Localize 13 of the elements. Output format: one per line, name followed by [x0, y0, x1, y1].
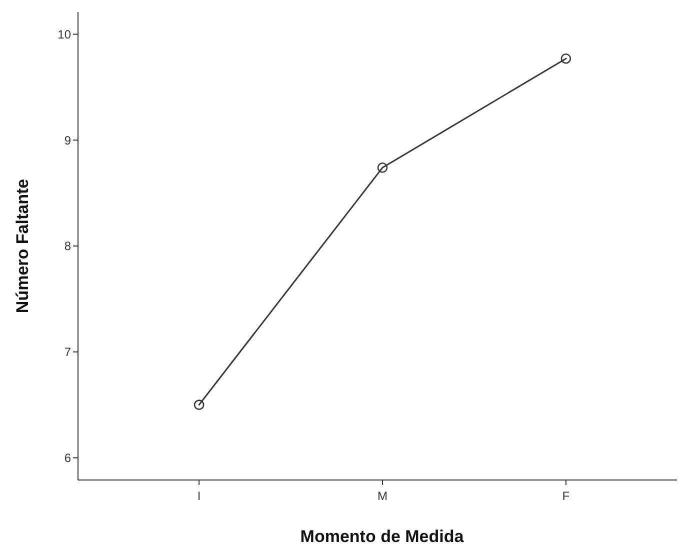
point: [377, 162, 388, 173]
point: [194, 400, 204, 410]
x-axis-title: Momento de Medida: [300, 527, 464, 546]
y-tick-label: 7: [64, 345, 72, 360]
point: [560, 53, 572, 64]
y-tick-label: 8: [64, 239, 72, 254]
x-tick-label: M: [378, 489, 388, 503]
x-tick-label: F: [562, 489, 570, 503]
x-tick-label: I: [197, 489, 201, 503]
y-tick-label: 10: [58, 27, 72, 42]
y-tick-label: 9: [64, 133, 72, 148]
y-axis-title: Número Faltante: [13, 178, 32, 314]
y-tick-label: 6: [64, 450, 72, 465]
